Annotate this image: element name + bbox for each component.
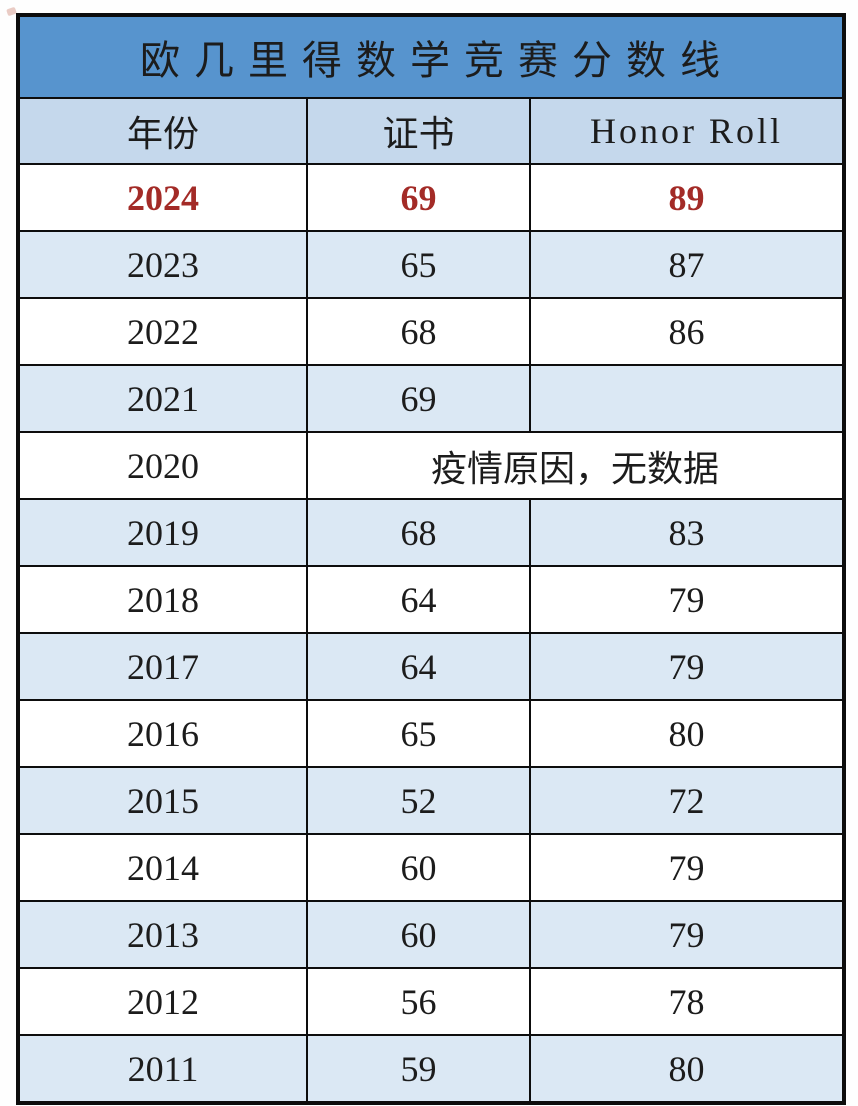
- year-cell: 2018: [17, 565, 308, 634]
- table-row: 2019 68 83: [17, 498, 846, 567]
- table-row: 2022 68 86: [17, 297, 846, 366]
- honor-roll-score-cell: 80: [528, 1034, 846, 1104]
- score-table: 欧 几 里 得 数 学 竞 赛 分 数 线 年份 证书 Honor Roll 2…: [16, 13, 847, 1105]
- table-row: 2014 60 79: [17, 833, 846, 902]
- certificate-score-cell: 68: [306, 498, 531, 567]
- year-cell: 2024: [17, 163, 308, 232]
- honor-roll-score-cell: 79: [528, 833, 846, 902]
- certificate-score-cell: 69: [306, 364, 531, 433]
- honor-roll-score-cell: 79: [528, 632, 846, 701]
- honor-roll-score-cell: 79: [528, 900, 846, 969]
- certificate-score-cell: 52: [306, 766, 531, 835]
- certificate-score-cell: 60: [306, 900, 531, 969]
- year-cell: 2013: [17, 900, 308, 969]
- certificate-score-cell: 68: [306, 297, 531, 366]
- honor-roll-score-cell: 86: [528, 297, 846, 366]
- table-row: 2016 65 80: [17, 699, 846, 768]
- year-cell: 2020: [17, 431, 308, 500]
- honor-roll-score-cell: 80: [528, 699, 846, 768]
- certificate-score-cell: 64: [306, 632, 531, 701]
- honor-roll-score-cell: 78: [528, 967, 846, 1036]
- certificate-score-cell: 65: [306, 230, 531, 299]
- certificate-score-cell: 56: [306, 967, 531, 1036]
- year-cell: 2017: [17, 632, 308, 701]
- column-header-year: 年份: [17, 97, 308, 165]
- year-cell: 2021: [17, 364, 308, 433]
- year-cell: 2022: [17, 297, 308, 366]
- honor-roll-score-cell: 89: [528, 163, 846, 232]
- column-header-row: 年份 证书 Honor Roll: [17, 97, 846, 165]
- table-row: 2015 52 72: [17, 766, 846, 835]
- table-title: 欧 几 里 得 数 学 竞 赛 分 数 线: [16, 14, 846, 99]
- year-cell: 2015: [17, 766, 308, 835]
- table-row: 2018 64 79: [17, 565, 846, 634]
- year-cell: 2019: [17, 498, 308, 567]
- table-row: 2024 69 89: [17, 163, 846, 232]
- certificate-score-cell: 59: [306, 1034, 531, 1104]
- year-cell: 2014: [17, 833, 308, 902]
- honor-roll-score-cell: [528, 364, 846, 433]
- table-body: 2024 69 89 2023 65 87 2022 68 86 2021 69 2020 疫情原因，无…: [17, 163, 846, 1104]
- table-row: 2011 59 80: [17, 1034, 846, 1104]
- table-row: 2012 56 78: [17, 967, 846, 1036]
- honor-roll-score-cell: 83: [528, 498, 846, 567]
- honor-roll-score-cell: 79: [528, 565, 846, 634]
- year-cell: 2023: [17, 230, 308, 299]
- no-data-note-cell: 疫情原因，无数据: [305, 431, 846, 500]
- title-row: 欧 几 里 得 数 学 竞 赛 分 数 线: [16, 14, 846, 99]
- table-row: 2020 疫情原因，无数据: [17, 431, 846, 500]
- certificate-score-cell: 64: [306, 565, 531, 634]
- honor-roll-score-cell: 87: [528, 230, 846, 299]
- column-header-certificate: 证书: [306, 97, 531, 165]
- year-cell: 2016: [17, 699, 308, 768]
- table-row: 2021 69: [17, 364, 846, 433]
- column-header-honor-roll: Honor Roll: [528, 97, 846, 165]
- table-row: 2013 60 79: [17, 900, 846, 969]
- year-cell: 2011: [17, 1034, 308, 1104]
- certificate-score-cell: 69: [306, 163, 531, 232]
- table-row: 2017 64 79: [17, 632, 846, 701]
- honor-roll-score-cell: 72: [528, 766, 846, 835]
- certificate-score-cell: 60: [306, 833, 531, 902]
- table-row: 2023 65 87: [17, 230, 846, 299]
- certificate-score-cell: 65: [306, 699, 531, 768]
- year-cell: 2012: [17, 967, 308, 1036]
